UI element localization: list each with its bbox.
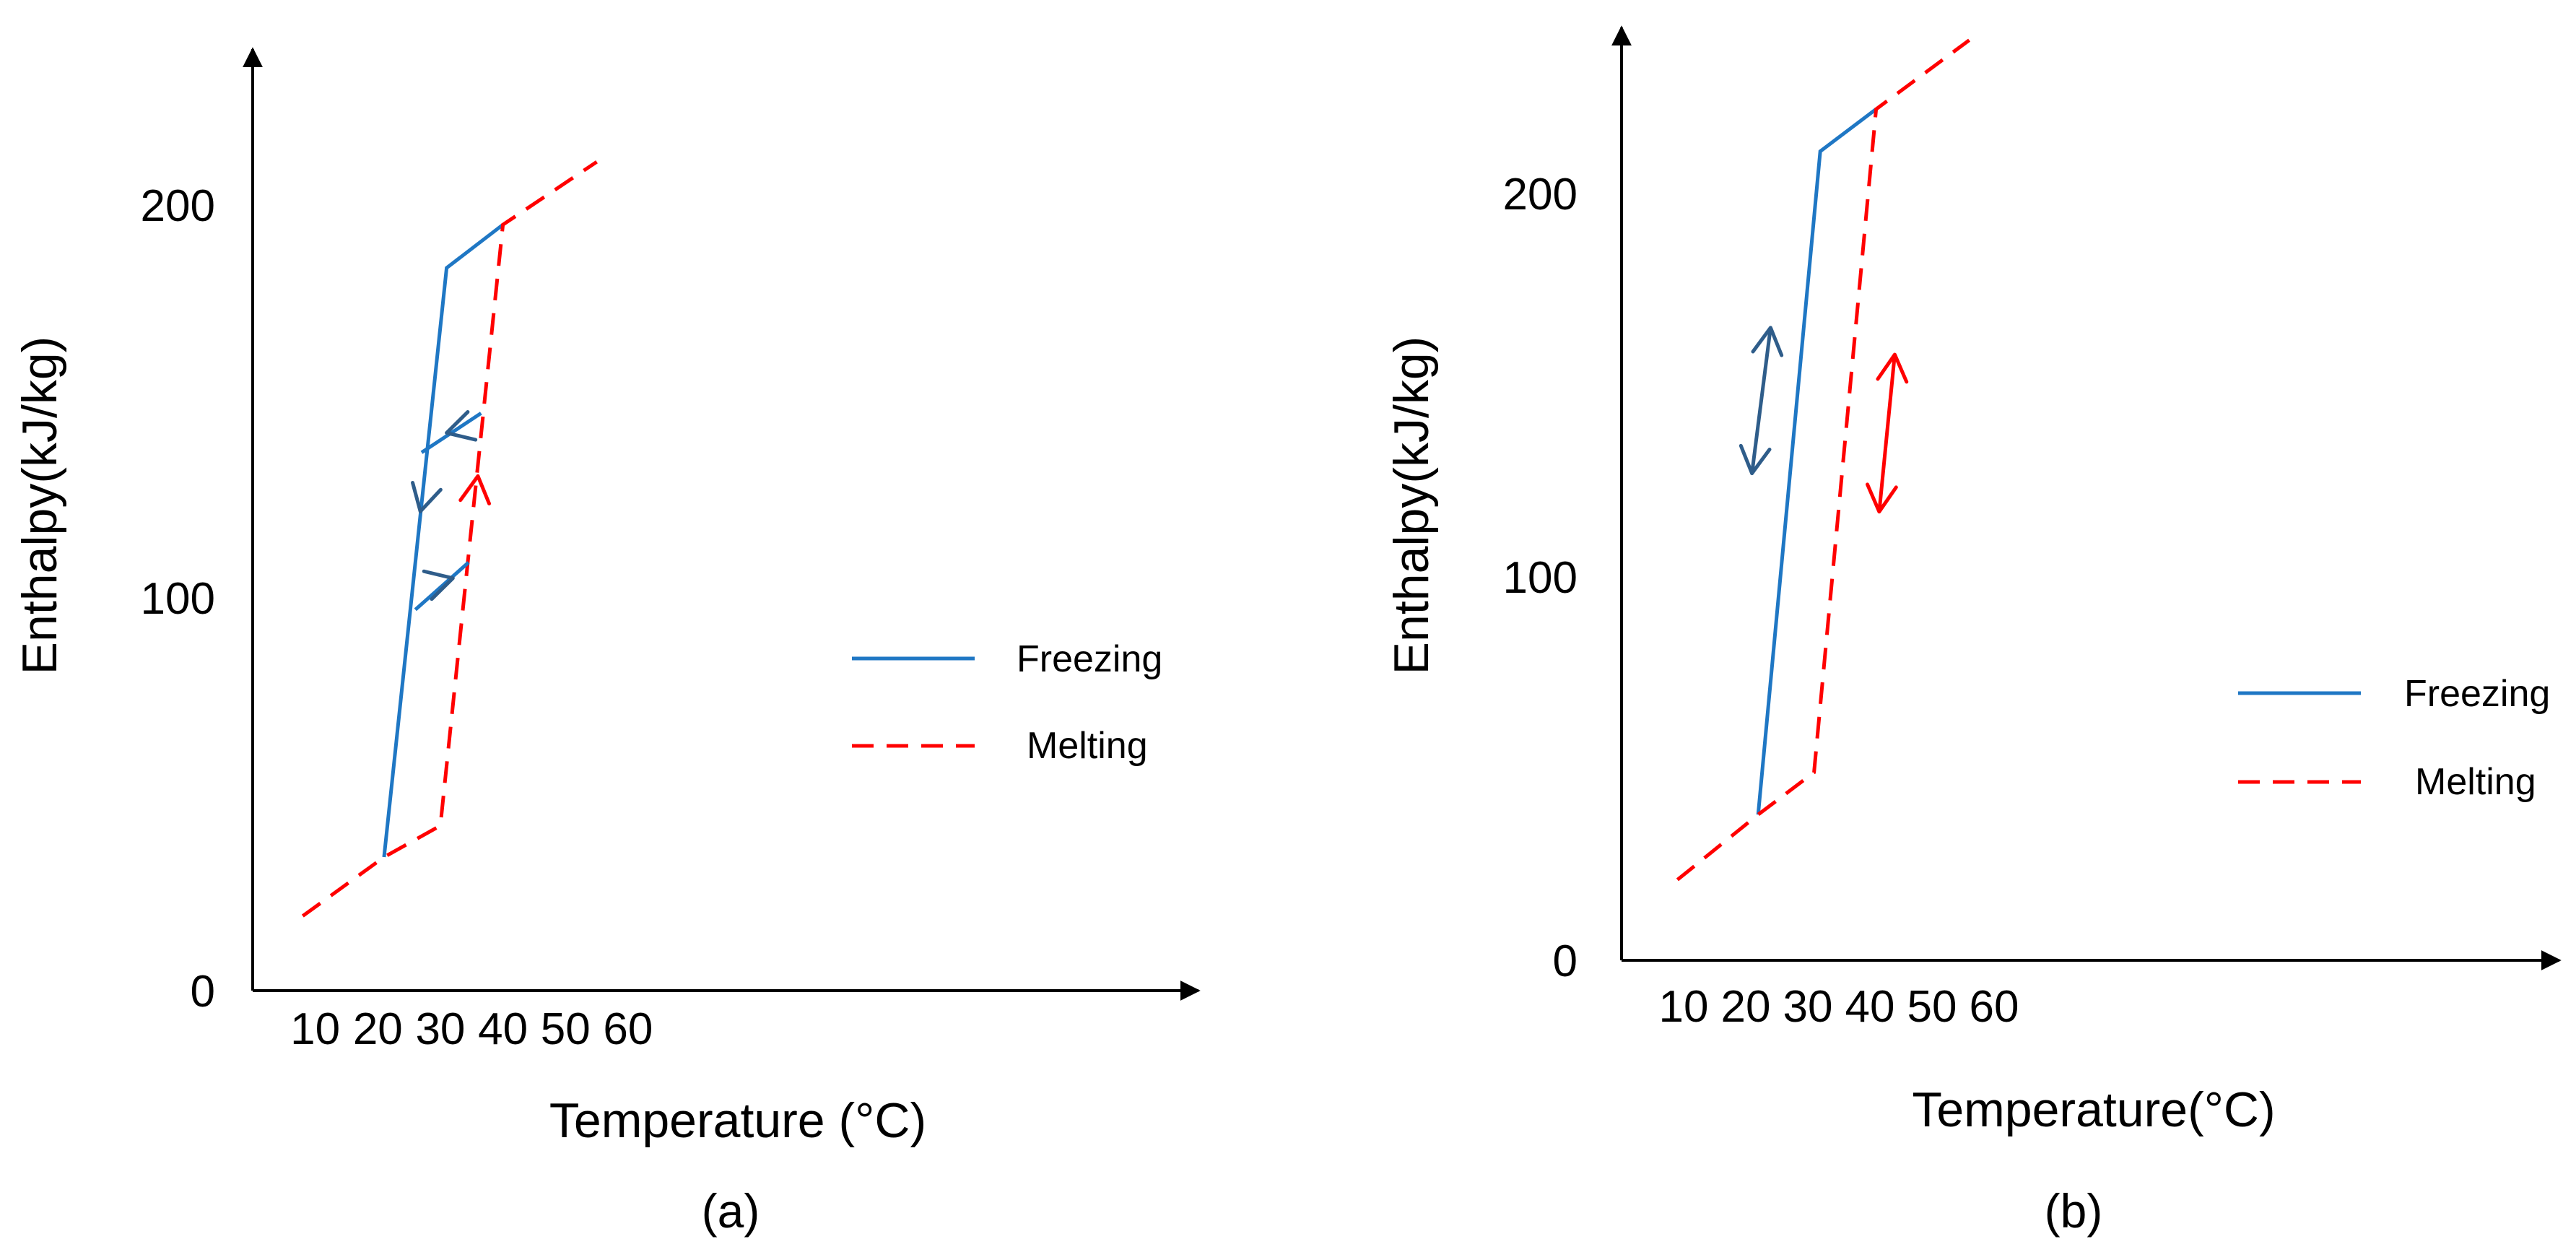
x-tick-label-50-a: 50 [541, 1004, 591, 1054]
arrowhead-left-2-a [445, 410, 478, 442]
y-tick-label-0-b: 0 [1553, 936, 1578, 986]
x-tick-label-30-a: 30 [415, 1004, 465, 1054]
series-melting-b [1676, 38, 1971, 882]
x-tick-label-50-b: 50 [1907, 982, 1957, 1032]
double-arrow-1-b [1739, 326, 1784, 476]
chart-panel-b: 10 20 30 40 50 60 0 100 200 Enthalpy(kJ/kg) Tem… [1384, 25, 2562, 1238]
y-tick-label-100-b: 100 [1503, 553, 1578, 603]
series-melting-a [301, 160, 598, 918]
y-axis-title-a: Enthalpy(kJ/kg) [12, 336, 67, 675]
x-tick-label-20-a: 20 [353, 1004, 403, 1054]
double-arrow-shaft-2-b [1877, 354, 1897, 512]
legend-label-freezing-a: Freezing [1017, 638, 1162, 680]
double-arrow-head-end-1-b [1751, 326, 1784, 357]
partial-cycle-line-1-a [414, 561, 470, 612]
x-tick-label-60-b: 60 [1970, 982, 2019, 1032]
x-axis-title-a: Temperature (°C) [549, 1093, 926, 1148]
legend-a: Freezing Melting [852, 638, 1162, 767]
y-tick-label-100-a: 100 [141, 574, 215, 624]
double-arrow-head-end-2-b [1876, 352, 1909, 384]
y-tick-label-200-b: 200 [1503, 170, 1578, 219]
double-arrow-head-start-2-b [1866, 482, 1898, 514]
x-tick-label-60-a: 60 [603, 1004, 653, 1054]
arrowhead-down-3-a [411, 481, 443, 513]
panel-caption-b: (b) [2045, 1184, 2103, 1238]
x-tick-label-20-b: 20 [1721, 982, 1771, 1032]
x-axis-title-b: Temperature(°C) [1912, 1082, 2275, 1137]
arrowhead-right-1-a [422, 569, 455, 601]
y-tick-label-0-a: 0 [191, 967, 215, 1017]
panel-caption-a: (a) [702, 1184, 760, 1238]
x-tick-label-10-b: 10 [1659, 982, 1709, 1032]
arrowhead-up-4-a [458, 474, 492, 505]
legend-label-melting-b: Melting [2415, 761, 2536, 803]
x-tick-label-40-b: 40 [1845, 982, 1895, 1032]
chart-panel-a: 10 20 30 40 50 60 0 100 200 Enthalpy(kJ/kg) Tem… [12, 47, 1201, 1238]
x-tick-label-30-b: 30 [1783, 982, 1833, 1032]
legend-label-melting-a: Melting [1027, 725, 1148, 767]
series-freezing-b [1756, 108, 1878, 815]
double-arrow-head-start-1-b [1739, 443, 1772, 476]
legend-b: Freezing Melting [2238, 673, 2550, 803]
double-arrow-shaft-1-b [1750, 327, 1772, 474]
series-freezing-a [382, 223, 505, 858]
y-axis-title-b: Enthalpy(kJ/kg) [1384, 336, 1439, 675]
x-tick-label-10-a: 10 [290, 1004, 340, 1054]
double-arrow-2-b [1866, 352, 1909, 514]
y-tick-label-200-a: 200 [141, 181, 215, 231]
legend-label-freezing-b: Freezing [2404, 673, 2550, 715]
x-tick-label-40-a: 40 [478, 1004, 528, 1054]
